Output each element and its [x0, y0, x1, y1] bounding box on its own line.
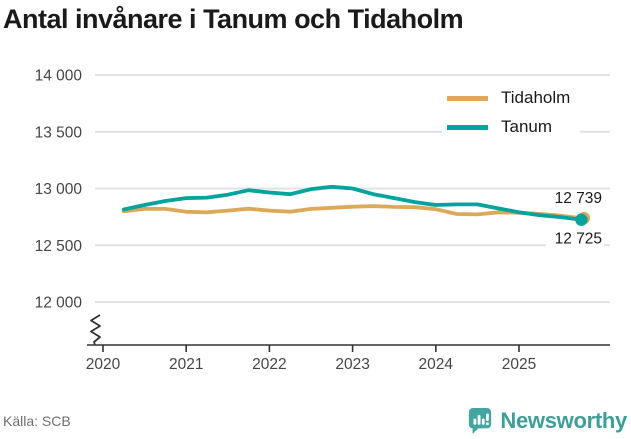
x-tick-label: 2021	[169, 356, 203, 373]
legend-swatch-tidaholm	[447, 95, 488, 101]
chart-title: Antal invånare i Tanum och Tidaholm	[3, 4, 464, 34]
newsworthy-logo[interactable]: Newsworthy	[467, 407, 627, 435]
legend-swatch-tanum	[447, 124, 488, 130]
x-tick-label: 2024	[419, 356, 454, 373]
legend: Tidaholm Tanum	[442, 83, 581, 142]
series-line-tidaholm	[121, 204, 584, 220]
x-tick-label: 2023	[335, 356, 369, 373]
end-dot-tanum	[575, 213, 588, 226]
y-tick-label: 12 500	[35, 238, 83, 255]
legend-item-tanum: Tanum	[447, 115, 570, 139]
newsworthy-wordmark: Newsworthy	[500, 408, 627, 433]
footer: Källa: SCB Newsworthy	[0, 407, 631, 435]
source-label: Källa: SCB	[3, 413, 71, 429]
axis-break-icon	[90, 314, 101, 346]
y-tick-label: 12 000	[35, 295, 83, 312]
end-label-bg	[546, 189, 604, 207]
y-tick-label: 14 000	[35, 68, 83, 85]
end-label-bg	[546, 230, 604, 248]
x-tick-label: 2025	[502, 356, 536, 373]
legend-item-tidaholm: Tidaholm	[447, 86, 570, 110]
series-line-tanum	[121, 184, 584, 222]
end-label-tanum: 12 725	[555, 231, 602, 248]
legend-label-tidaholm: Tidaholm	[501, 88, 571, 107]
newsworthy-icon	[469, 408, 492, 434]
x-tick-label: 2022	[252, 356, 286, 373]
y-tick-label: 13 000	[35, 181, 83, 198]
x-tick-label: 2020	[86, 356, 121, 373]
y-tick-label: 13 500	[35, 124, 83, 141]
end-label-tidaholm: 12 739	[555, 190, 602, 207]
legend-label-tanum: Tanum	[501, 117, 553, 136]
